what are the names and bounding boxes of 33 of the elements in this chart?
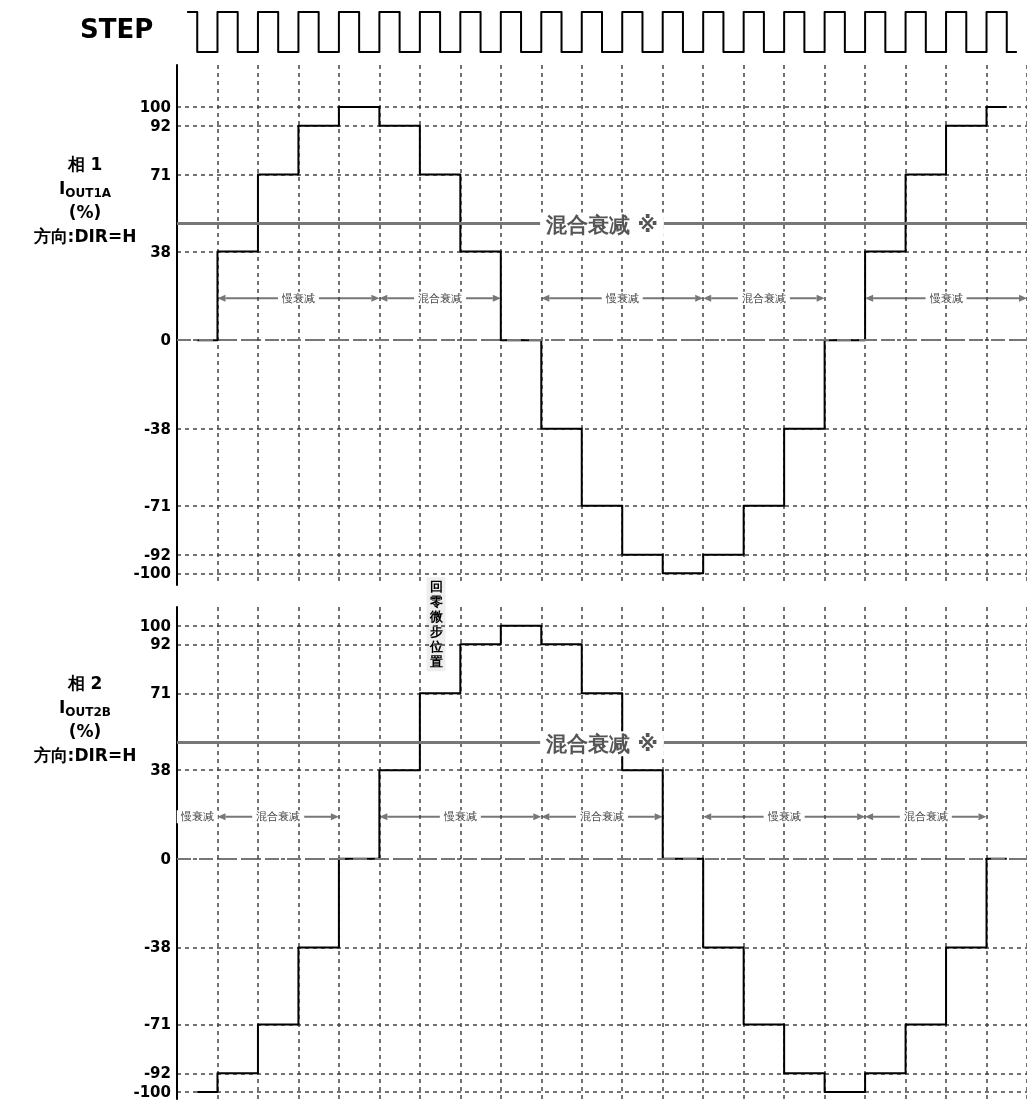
ref-line-label: 混合衰减 ※ <box>545 731 658 756</box>
chart-title: STEP <box>80 14 154 44</box>
annotation: 混合衰减 <box>418 291 463 305</box>
ref-line-label: 混合衰减 ※ <box>545 213 658 238</box>
y-tick-label: 100 <box>139 97 171 116</box>
y-tick-label: 71 <box>150 165 171 184</box>
annotation: 混合衰减 <box>903 810 948 824</box>
y-tick-label: 0 <box>160 331 171 350</box>
y-tick-label: -38 <box>143 419 171 438</box>
y-tick-label: -92 <box>143 545 171 564</box>
annotation: 慢衰减 <box>442 810 477 824</box>
y-tick-label: 71 <box>150 684 171 703</box>
y-tick-label: 38 <box>150 761 171 780</box>
y-tick-label: -71 <box>143 1015 171 1034</box>
annotation: 慢衰减 <box>280 291 315 305</box>
y-tick-label: 38 <box>150 242 171 261</box>
annotation: 混合衰减 <box>256 810 301 824</box>
annotation: 慢衰减 <box>179 810 214 824</box>
y-tick-label: 92 <box>150 635 171 654</box>
y-tick-label: -38 <box>143 938 171 957</box>
annotation: 慢衰减 <box>766 810 801 824</box>
y-tick-label: -92 <box>143 1064 171 1083</box>
annotation: 混合衰减 <box>580 810 624 824</box>
annotation: 回零微步位置 <box>428 579 444 670</box>
annotation: 慢衰减 <box>604 291 639 305</box>
y-tick-label: -100 <box>133 564 171 583</box>
annotation: 慢衰减 <box>928 291 963 305</box>
y-tick-label: 100 <box>139 616 171 635</box>
y-tick-label: -71 <box>143 496 171 515</box>
y-tick-label: 92 <box>150 116 171 135</box>
y-tick-label: -100 <box>133 1083 171 1101</box>
y-tick-label: 0 <box>160 849 171 868</box>
annotation: 混合衰减 <box>741 291 786 305</box>
